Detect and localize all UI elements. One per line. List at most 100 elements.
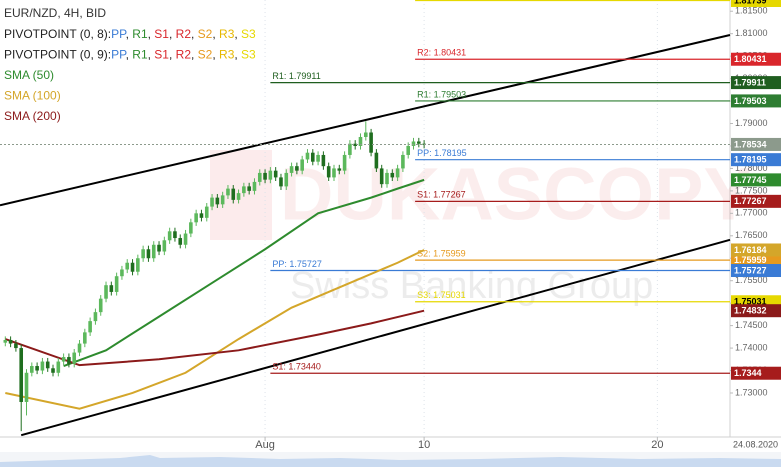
price-box xyxy=(731,173,781,187)
legend-item: R2 xyxy=(176,48,192,62)
candle-body xyxy=(199,213,204,218)
candle-body xyxy=(120,269,124,277)
pivot-label: PP: 1.78195 xyxy=(417,148,467,158)
candle-body xyxy=(401,154,405,169)
candle-body xyxy=(93,312,98,322)
candle-body xyxy=(289,166,294,173)
pivot-label: R1: 1.79503 xyxy=(417,89,466,99)
candle-body xyxy=(411,141,416,146)
price-box xyxy=(731,52,781,66)
candle-body xyxy=(316,154,320,162)
pivot-label: R1: 1.79911 xyxy=(272,71,320,81)
legend-entry: SMA (100) xyxy=(4,89,61,103)
price-box-label: 1.7344 xyxy=(734,368,762,378)
candle-body xyxy=(194,213,198,223)
candle-body xyxy=(337,168,342,171)
candle-body xyxy=(348,143,352,155)
y-tick-label: 1.77500 xyxy=(735,185,768,195)
legend-separator: , xyxy=(169,27,176,41)
candle-body xyxy=(236,193,241,200)
candle-body xyxy=(72,352,77,364)
navigator-area xyxy=(0,455,781,467)
candle-body xyxy=(374,152,379,169)
y-tick-label: 1.73000 xyxy=(735,387,768,397)
candle-body xyxy=(220,195,225,205)
candle-body xyxy=(183,233,188,245)
trendline xyxy=(0,34,731,207)
legend-label: PIVOTPOINT (0, 9): xyxy=(4,48,111,62)
candle-body xyxy=(358,136,363,146)
legend-separator: , xyxy=(126,48,133,62)
legend-item: S2 xyxy=(198,27,213,41)
candle-body xyxy=(24,372,29,402)
legend-item: PP xyxy=(111,48,127,62)
candle-body xyxy=(151,244,156,259)
candle-body xyxy=(109,285,114,292)
price-box-label: 1.79503 xyxy=(734,96,767,106)
pivot-label: S1: 1.77267 xyxy=(417,190,466,200)
candle-body xyxy=(88,321,92,333)
candle-body xyxy=(98,298,103,313)
candle-body xyxy=(114,276,119,292)
y-tick-label: 1.81000 xyxy=(735,28,768,38)
candle-body xyxy=(369,132,373,153)
price-box xyxy=(731,137,781,151)
legend-item: R3 xyxy=(219,27,235,41)
candle-body xyxy=(141,249,145,259)
legend-label: PIVOTPOINT (0, 8): xyxy=(4,27,111,41)
candle-body xyxy=(295,166,299,171)
candle-body xyxy=(14,343,18,349)
candle-body xyxy=(257,172,262,182)
legend-separator: , xyxy=(212,27,219,41)
candle-body xyxy=(130,262,135,272)
price-box-label: 1.75959 xyxy=(734,255,767,265)
legend-separator: , xyxy=(234,48,241,62)
x-tick-label: Aug xyxy=(255,439,275,451)
legend-item: S2 xyxy=(198,48,213,62)
pivot-label: PP: 1.75727 xyxy=(272,259,322,269)
sma-line xyxy=(63,178,425,367)
candle-body xyxy=(56,361,61,373)
price-box-label: 1.78195 xyxy=(734,155,767,165)
watermark-logo xyxy=(210,150,272,240)
y-tick-label: 1.75500 xyxy=(735,275,768,285)
candle-body xyxy=(19,348,24,402)
legend-item: S1 xyxy=(154,27,169,41)
candle-body xyxy=(268,170,273,180)
legend-separator: , xyxy=(169,48,176,62)
candle-body xyxy=(67,357,71,364)
candle-body xyxy=(284,172,289,187)
price-box xyxy=(731,243,781,257)
legend-item: S3 xyxy=(241,48,256,62)
candle-body xyxy=(252,181,257,191)
candle-body xyxy=(77,343,82,353)
legend-separator: , xyxy=(234,27,241,41)
legend-entry: PIVOTPOINT (0, 8):PP, R1, S1, R2, S2, R3… xyxy=(4,27,256,41)
legend-item: PP xyxy=(111,27,127,41)
legend-separator: , xyxy=(212,48,219,62)
candle-body xyxy=(353,143,357,146)
price-box xyxy=(731,76,781,90)
candle-body xyxy=(104,285,108,299)
y-tick-label: 1.79000 xyxy=(735,118,768,128)
candle-body xyxy=(40,361,45,371)
price-box xyxy=(731,304,781,318)
candle-body xyxy=(326,166,331,178)
chart-title: EUR/NZD, 4H, BID xyxy=(4,6,106,20)
pivot-label: S2: 1.75959 xyxy=(417,248,466,258)
price-box xyxy=(731,153,781,167)
candle-body xyxy=(167,231,172,241)
legend-entry: SMA (50) xyxy=(4,68,54,82)
legend-separator: , xyxy=(126,27,133,41)
price-box-label: 1.77745 xyxy=(734,175,767,185)
candle-body xyxy=(125,262,130,270)
candle-body xyxy=(305,152,310,160)
candle-body xyxy=(61,357,66,362)
candle-body xyxy=(189,222,193,234)
candle-body xyxy=(3,339,8,343)
legend-item: S3 xyxy=(241,27,256,41)
price-box xyxy=(731,94,781,108)
x-tick-label: 10 xyxy=(418,439,430,451)
candle-body xyxy=(35,366,39,371)
